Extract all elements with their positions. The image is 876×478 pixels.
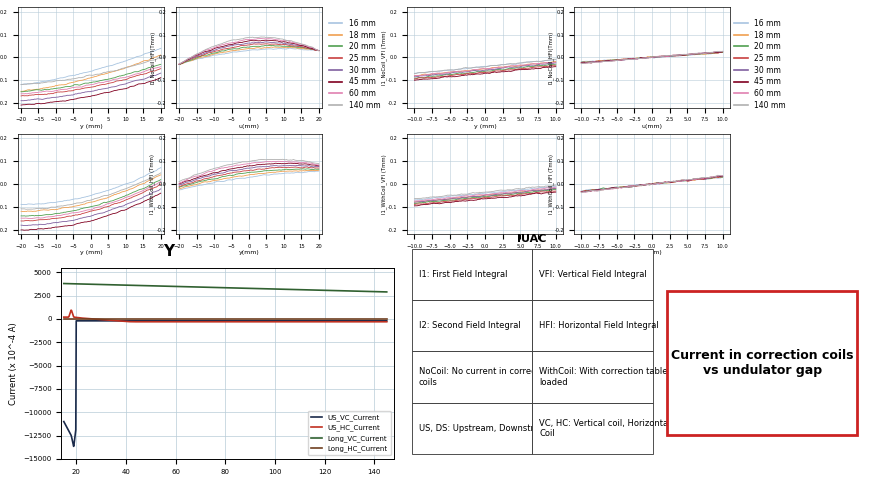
Line: US_HC_Current: US_HC_Current bbox=[64, 310, 386, 322]
US_HC_Current bbox=[66, 307, 76, 313]
Long_HC_Current bbox=[381, 315, 392, 321]
Long_HC_Current bbox=[59, 315, 69, 321]
US_HC_Current bbox=[381, 319, 392, 325]
US_VC_Current bbox=[71, 318, 81, 324]
X-axis label: y(mm): y(mm) bbox=[641, 250, 662, 255]
Long_HC_Current bbox=[196, 315, 207, 321]
US_HC_Current bbox=[300, 319, 310, 325]
Y-axis label: I1_NoCoil_HFI(Tmm): I1_NoCoil_HFI(Tmm) bbox=[548, 31, 554, 84]
Long_VC_Current bbox=[381, 289, 392, 295]
FancyBboxPatch shape bbox=[668, 292, 857, 435]
US_HC_Current bbox=[194, 319, 204, 325]
Long_HC_Current bbox=[265, 315, 276, 321]
Y-axis label: I1_WithCoil_HFI (Tmm): I1_WithCoil_HFI (Tmm) bbox=[548, 154, 554, 214]
X-axis label: y (mm): y (mm) bbox=[80, 250, 102, 255]
Legend: 16 mm, 18 mm, 20 mm, 25 mm, 30 mm, 45 mm, 60 mm, 140 mm: 16 mm, 18 mm, 20 mm, 25 mm, 30 mm, 45 mm… bbox=[731, 16, 788, 113]
US_HC_Current bbox=[156, 319, 166, 325]
US_HC_Current bbox=[59, 314, 69, 320]
X-axis label: y(mm): y(mm) bbox=[238, 250, 259, 255]
US_VC_Current bbox=[156, 318, 166, 324]
Y-axis label: I1_WithCoil_HFI (Tmm): I1_WithCoil_HFI (Tmm) bbox=[149, 154, 155, 214]
Long_HC_Current bbox=[61, 315, 72, 321]
Text: Current in correction coils
vs undulator gap: Current in correction coils vs undulator… bbox=[671, 349, 853, 377]
US_VC_Current bbox=[250, 318, 260, 324]
Y-axis label: I1_NoCoil_HFI(Tmm): I1_NoCoil_HFI(Tmm) bbox=[149, 31, 155, 84]
US_HC_Current bbox=[250, 319, 260, 325]
US_VC_Current bbox=[68, 444, 79, 449]
X-axis label: u(mm): u(mm) bbox=[641, 124, 662, 129]
Long_VC_Current bbox=[59, 281, 69, 286]
X-axis label: y (mm): y (mm) bbox=[80, 124, 102, 129]
US_HC_Current bbox=[127, 319, 138, 325]
Legend: 16 mm, 18 mm, 20 mm, 25 mm, 30 mm, 45 mm, 60 mm, 140 mm: 16 mm, 18 mm, 20 mm, 25 mm, 30 mm, 45 mm… bbox=[326, 16, 383, 113]
Y-axis label: I1_WithCoil_VFI (Tmm): I1_WithCoil_VFI (Tmm) bbox=[381, 154, 386, 214]
US_HC_Current bbox=[89, 316, 100, 322]
Long_VC_Current bbox=[265, 286, 276, 292]
X-axis label: y (mm): y (mm) bbox=[474, 250, 497, 255]
US_VC_Current bbox=[381, 318, 392, 324]
US_VC_Current bbox=[194, 318, 204, 324]
US_VC_Current bbox=[93, 318, 103, 324]
Text: Y: Y bbox=[163, 244, 174, 259]
Long_VC_Current bbox=[347, 288, 357, 294]
Y-axis label: Current (x 10^-4 A): Current (x 10^-4 A) bbox=[9, 322, 18, 405]
US_HC_Current bbox=[281, 319, 292, 325]
Line: Long_VC_Current: Long_VC_Current bbox=[64, 283, 386, 292]
Long_HC_Current bbox=[319, 315, 329, 321]
US_VC_Current bbox=[281, 318, 292, 324]
Long_HC_Current bbox=[347, 315, 357, 321]
Long_VC_Current bbox=[319, 287, 329, 293]
Legend: US_VC_Current, US_HC_Current, Long_VC_Current, Long_HC_Current: US_VC_Current, US_HC_Current, Long_VC_Cu… bbox=[307, 411, 391, 456]
US_VC_Current bbox=[59, 419, 69, 424]
Long_VC_Current bbox=[196, 284, 207, 290]
Long_HC_Current bbox=[331, 315, 342, 321]
US_VC_Current bbox=[300, 318, 310, 324]
Line: US_VC_Current: US_VC_Current bbox=[64, 321, 386, 446]
Long_VC_Current bbox=[331, 288, 342, 293]
Y-axis label: I1_NoCoil_VFI (Tmm): I1_NoCoil_VFI (Tmm) bbox=[381, 30, 386, 85]
Long_VC_Current bbox=[61, 281, 72, 286]
X-axis label: u(mm): u(mm) bbox=[238, 124, 259, 129]
X-axis label: y (mm): y (mm) bbox=[474, 124, 497, 129]
Text: IUAC: IUAC bbox=[518, 234, 547, 244]
